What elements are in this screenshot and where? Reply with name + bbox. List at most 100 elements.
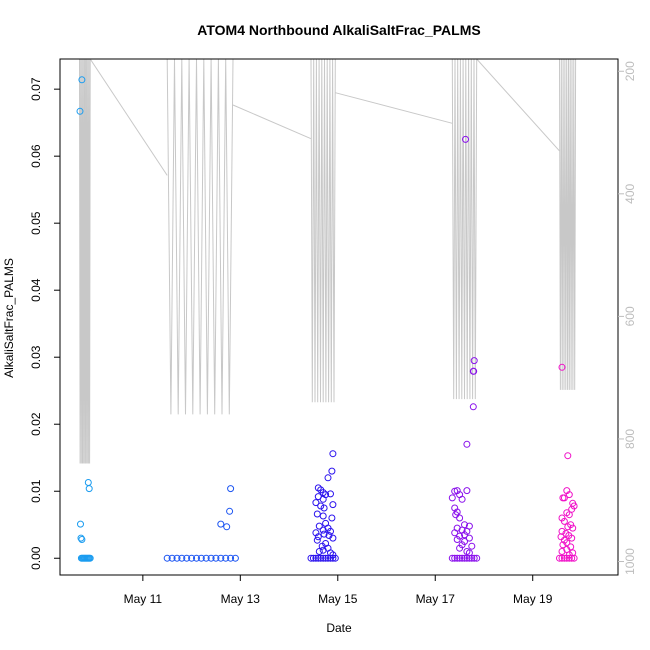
chart-title: ATOM4 Northbound AlkaliSaltFrac_PALMS <box>197 22 480 38</box>
data-point-3-15 <box>463 440 471 448</box>
data-point-1-14 <box>231 554 239 562</box>
data-point-0-16 <box>85 485 93 493</box>
data-point-3-0 <box>448 554 456 562</box>
data-point-0-11 <box>78 76 86 84</box>
data-point-0-12 <box>77 520 84 528</box>
y-axis-label: AlkaliSaltFrac_PALMS <box>2 258 16 378</box>
data-point-2-12 <box>328 467 336 475</box>
data-point-4-4 <box>565 554 573 562</box>
data-point-1-11 <box>217 554 225 562</box>
data-point-0-9 <box>86 554 94 562</box>
data-point-3-26 <box>456 514 464 522</box>
y-tick-label-3: 0.03 <box>29 345 43 369</box>
data-point-4-27 <box>568 534 576 542</box>
data-point-2-45 <box>329 551 337 559</box>
flight-track-segment-6 <box>451 59 478 400</box>
data-point-1-16 <box>223 523 231 531</box>
data-point-3-40 <box>456 544 464 552</box>
data-point-0-10 <box>76 107 84 115</box>
data-point-2-32 <box>327 527 334 535</box>
data-point-1-13 <box>227 554 235 562</box>
data-point-3-16 <box>469 403 477 411</box>
data-point-4-22 <box>569 524 577 532</box>
right-tick-label-4: 1000 <box>623 548 637 575</box>
x-axis-label: Date <box>326 621 352 635</box>
data-point-3-1 <box>451 554 459 562</box>
flight-track-segment-3 <box>232 104 312 140</box>
data-point-2-36 <box>314 533 322 541</box>
data-point-4-19 <box>560 517 568 525</box>
data-point-1-1 <box>168 554 176 562</box>
axes: May 11 May 13 May 15 May 17 May 19 0.00 0.01 0.… <box>29 58 637 606</box>
flight-track <box>79 59 577 464</box>
data-point-4-1 <box>558 554 566 562</box>
data-point-2-29 <box>315 522 323 530</box>
data-points <box>76 76 578 562</box>
flight-track-segment-4 <box>310 59 336 403</box>
data-point-1-7 <box>197 554 205 562</box>
data-point-2-11 <box>329 450 337 458</box>
data-point-4-29 <box>563 539 571 547</box>
data-point-2-2 <box>312 554 320 562</box>
data-point-2-26 <box>319 512 327 520</box>
data-point-2-19 <box>319 495 327 503</box>
right-tick-label-3: 800 <box>623 429 637 449</box>
data-point-1-8 <box>202 554 210 562</box>
data-point-3-4 <box>458 554 466 562</box>
data-point-2-34 <box>320 530 328 538</box>
data-point-1-6 <box>193 554 200 562</box>
data-point-0-14 <box>78 536 86 543</box>
data-point-4-7 <box>558 363 566 371</box>
data-point-2-38 <box>313 536 321 544</box>
data-point-3-9 <box>470 554 478 562</box>
data-point-4-10 <box>565 491 573 499</box>
data-point-3-3 <box>456 554 464 562</box>
data-point-4-2 <box>560 554 568 562</box>
flight-track-segment-7 <box>476 59 560 152</box>
y-tick-label-7: 0.07 <box>29 77 43 101</box>
data-point-1-18 <box>227 485 235 493</box>
data-point-2-42 <box>319 546 327 554</box>
y-tick-label-2: 0.02 <box>29 412 43 436</box>
data-point-2-5 <box>319 554 327 562</box>
data-point-2-0 <box>307 554 315 562</box>
data-point-2-23 <box>320 504 328 512</box>
data-point-1-10 <box>212 554 220 562</box>
data-point-3-35 <box>465 534 473 542</box>
flight-track-segment-2 <box>166 59 234 415</box>
data-point-4-17 <box>565 511 573 519</box>
data-point-2-6 <box>322 554 330 562</box>
data-point-1-15 <box>217 520 225 528</box>
data-point-4-30 <box>559 541 567 549</box>
data-point-3-5 <box>461 554 468 562</box>
data-point-2-25 <box>313 510 321 518</box>
flight-track-segment-0 <box>79 59 91 464</box>
data-point-4-35 <box>565 551 573 559</box>
data-point-1-17 <box>226 507 234 515</box>
data-point-2-43 <box>315 548 323 555</box>
data-point-4-33 <box>558 548 566 555</box>
y-tick-label-6: 0.06 <box>29 144 43 168</box>
flight-track-segment-5 <box>335 92 453 124</box>
data-point-1-12 <box>222 554 230 562</box>
data-point-2-13 <box>324 474 332 482</box>
x-tick-label-3: May 17 <box>416 592 456 606</box>
data-point-2-27 <box>328 514 336 522</box>
data-point-3-11 <box>462 135 469 143</box>
data-point-2-21 <box>312 499 320 507</box>
x-tick-label-2: May 15 <box>318 592 358 606</box>
data-point-2-20 <box>327 490 334 498</box>
data-point-4-8 <box>564 452 572 460</box>
data-point-2-1 <box>309 554 317 562</box>
data-point-3-42 <box>465 549 473 557</box>
data-point-2-22 <box>317 502 325 510</box>
data-point-3-19 <box>463 487 471 495</box>
data-point-4-34 <box>569 549 577 557</box>
data-point-1-3 <box>178 554 186 562</box>
data-point-3-10 <box>473 554 481 562</box>
data-point-0-15 <box>84 479 92 486</box>
right-tick-label-2: 600 <box>623 306 637 326</box>
data-point-3-22 <box>458 495 466 503</box>
right-tick-label-0: 200 <box>623 61 637 81</box>
data-point-3-7 <box>465 554 473 562</box>
